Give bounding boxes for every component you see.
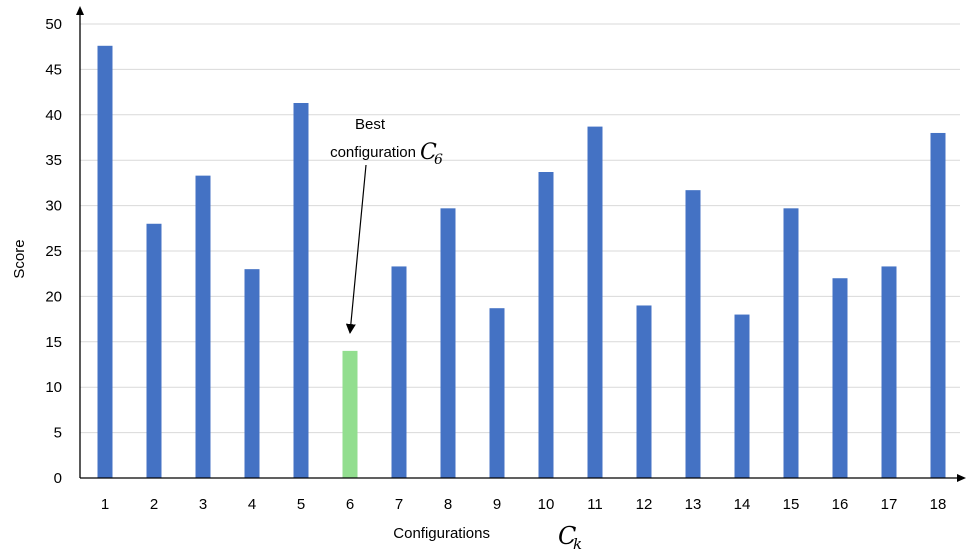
best-config-annotation: Best configuration C 6 [330,116,443,334]
x-tick-label: 1 [101,496,109,513]
y-tick-label: 0 [54,470,62,487]
annotation-line2: configuration [330,144,416,161]
bar-13 [685,190,701,478]
annotation-math: C [420,140,437,165]
x-axis-title: Configurations C k [393,522,582,553]
y-tick-label: 50 [45,16,62,33]
x-tick-label: 15 [783,496,800,513]
x-axis-title-text: Configurations [393,525,490,542]
y-tick-label: 25 [45,243,62,260]
y-axis-title: Score [11,239,28,278]
x-axis-title-math: C [558,522,576,549]
bar-14 [734,314,750,478]
x-tick-label: 12 [636,496,653,513]
x-tick-label: 18 [930,496,947,513]
x-tick-label: 10 [538,496,555,513]
x-tick-label: 11 [587,496,603,513]
bar-12 [636,305,652,478]
bar-16 [832,278,848,478]
x-axis-title-math-sub: k [573,535,582,549]
bar-3 [195,175,211,479]
x-tick-label: 2 [150,496,158,513]
bar-18 [930,132,946,478]
bar-11 [587,126,603,478]
bar-9 [489,308,505,478]
bar-2 [146,223,162,478]
bar-10 [538,172,554,478]
bar-15 [783,208,799,478]
x-tick-label: 6 [346,496,354,513]
axes [76,6,966,482]
x-tick-label: 5 [297,496,305,513]
x-tick-label: 14 [734,496,751,513]
bars [97,45,946,479]
x-tick-label: 16 [832,496,849,513]
x-tick-label: 9 [493,496,501,513]
annotation-arrow [345,164,367,334]
y-tick-label: 15 [45,334,62,351]
y-tick-label: 20 [45,288,62,305]
x-tick-label: 17 [881,496,898,513]
y-tick-label: 35 [45,152,62,169]
annotation-math-sub: 6 [434,152,443,168]
gridlines [80,23,960,434]
annotation-line1: Best [355,116,386,133]
y-tick-label: 40 [45,107,62,124]
y-tick-label: 5 [54,425,62,442]
bar-7 [391,266,407,478]
x-tick-label: 13 [685,496,702,513]
x-tick-label: 8 [444,496,452,513]
bar-17 [881,266,897,478]
bar-8 [440,208,456,478]
x-tick-label: 3 [199,496,207,513]
bar-6 [342,350,358,478]
bar-4 [244,269,260,478]
y-tick-label: 10 [45,379,62,396]
y-tick-label: 30 [45,198,62,215]
x-tick-label: 4 [248,496,256,513]
bar-1 [97,45,113,479]
x-tick-label: 7 [395,496,403,513]
y-tick-label: 45 [45,61,62,78]
bar-5 [293,102,309,478]
